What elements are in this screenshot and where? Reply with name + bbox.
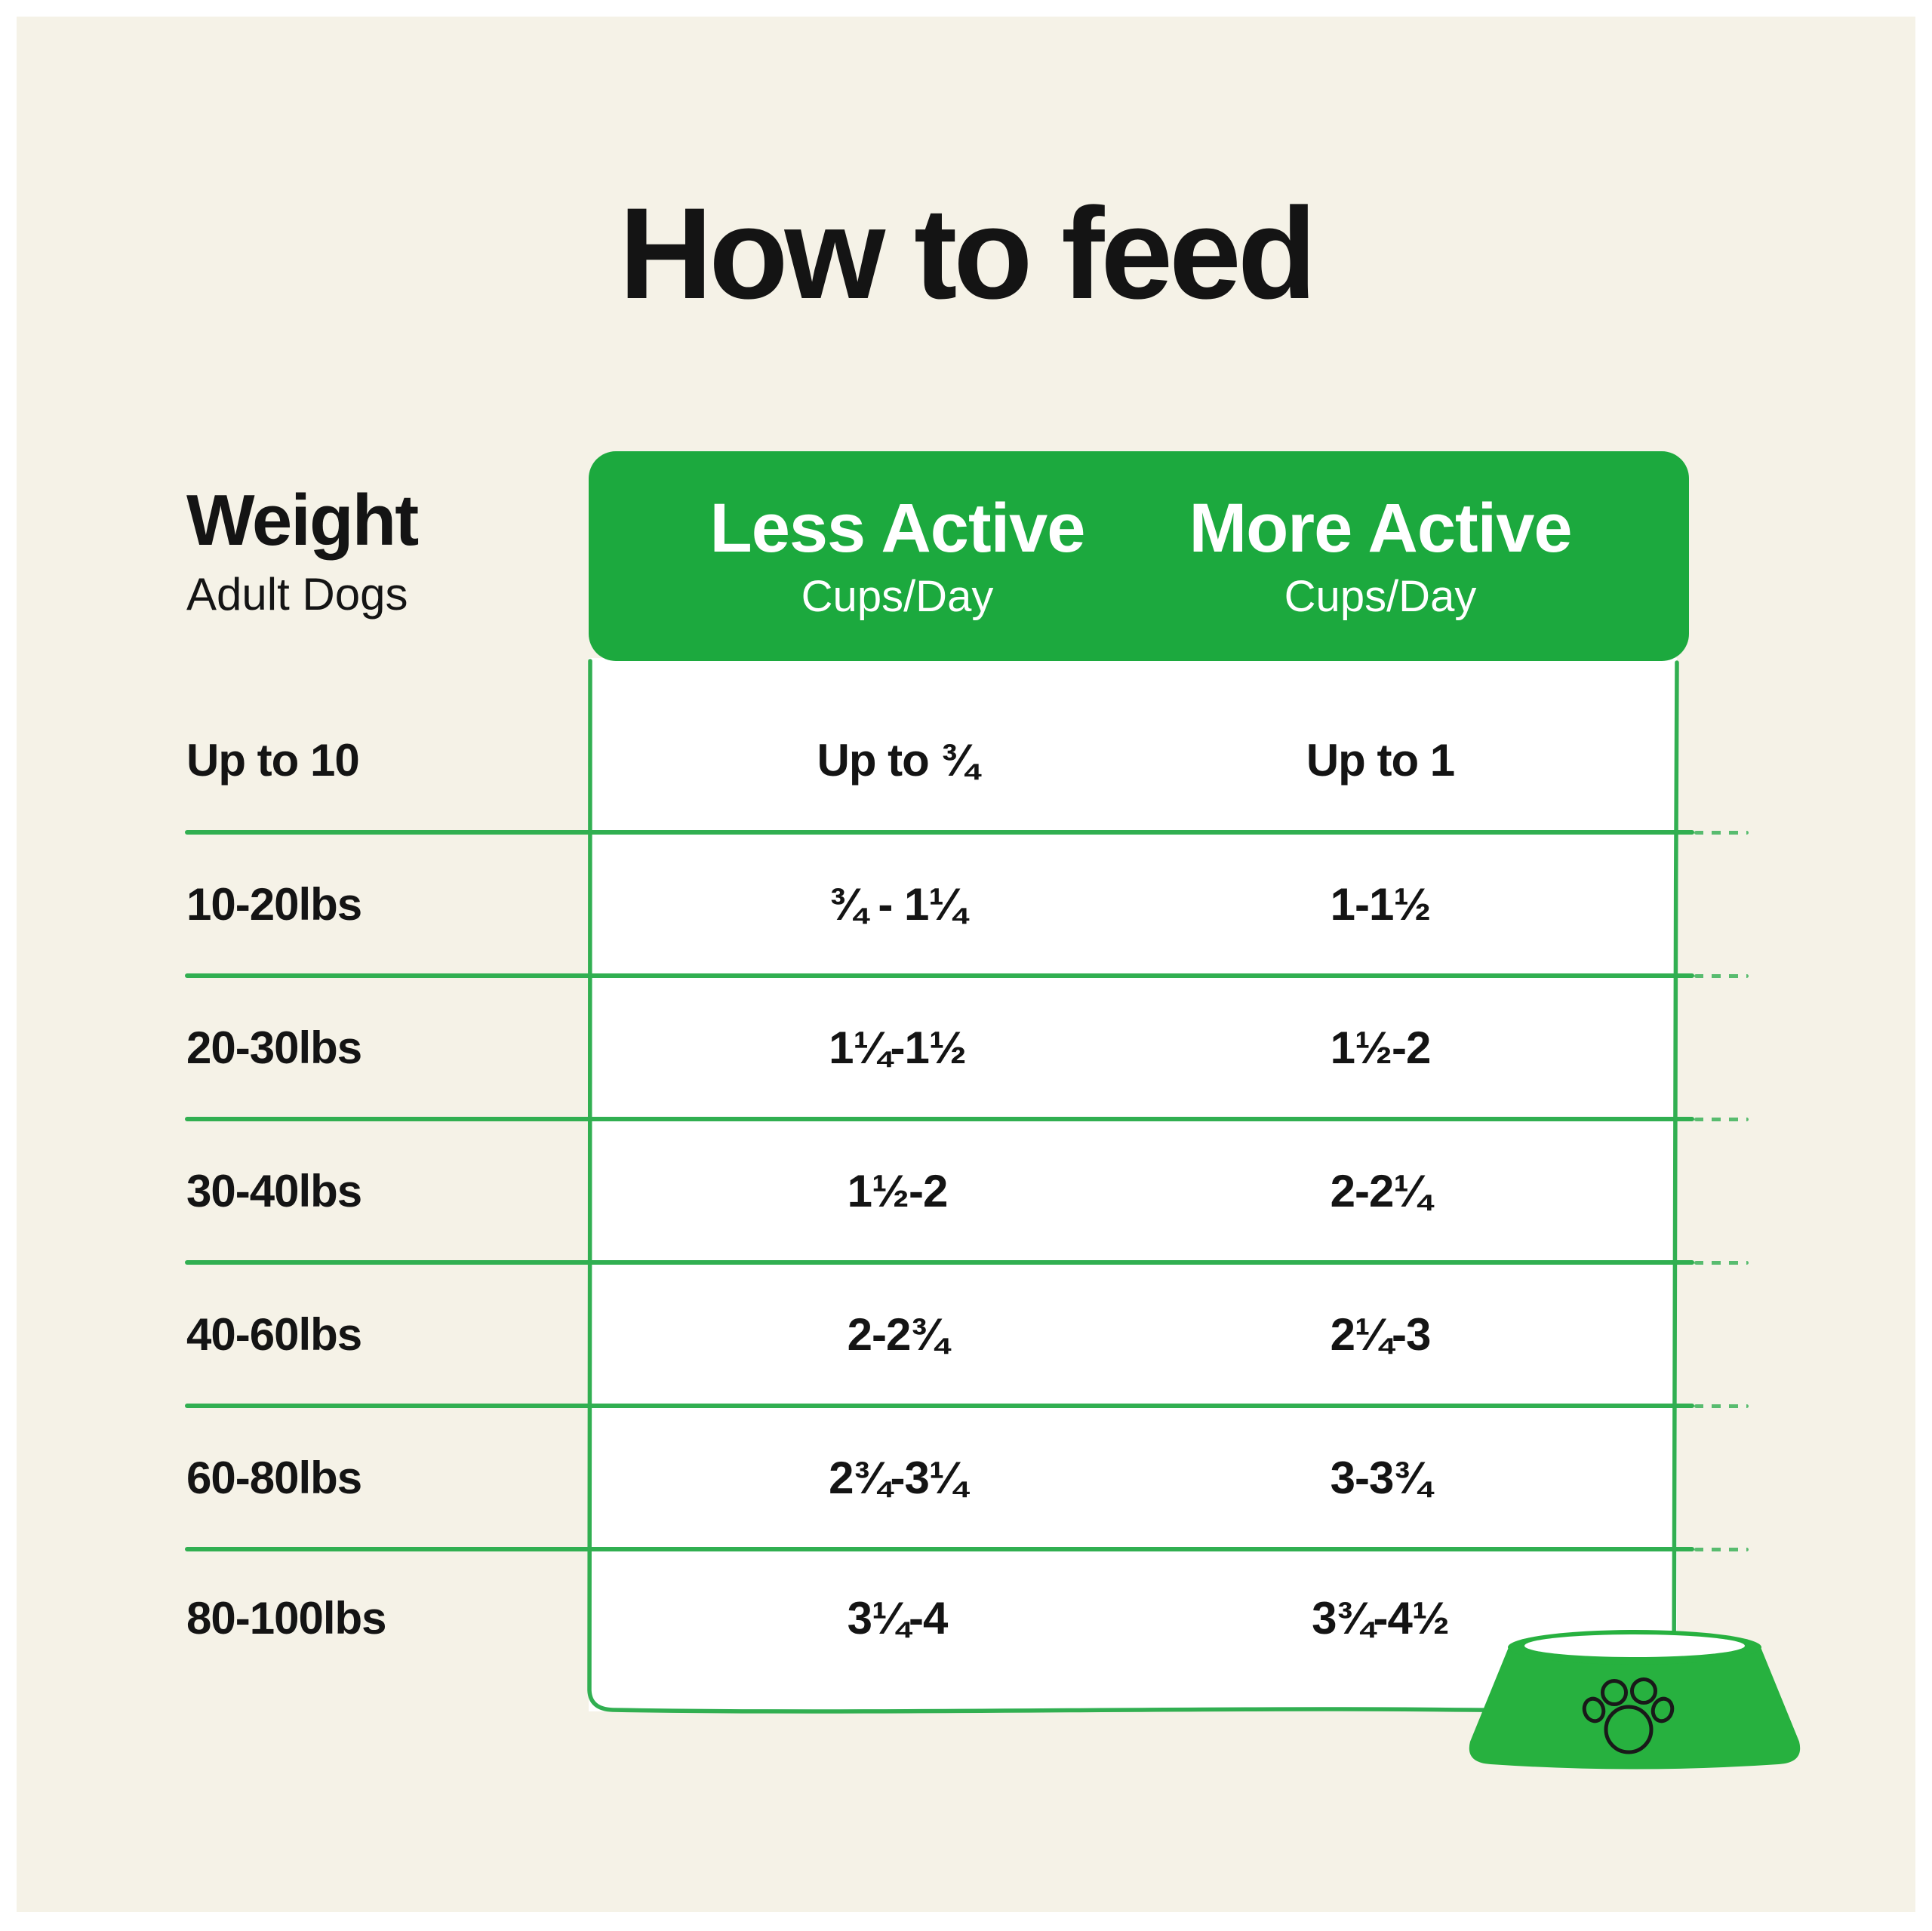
activity-header-bar: Less Active Cups/Day More Active Cups/Da… — [589, 451, 1689, 661]
row-separator-dashed-tail — [1694, 974, 1749, 978]
row-more-active-value: Up to 1 — [1306, 735, 1455, 786]
row-weight-label: 80-100lbs — [186, 1593, 387, 1644]
row-separator-dashed-tail — [1694, 1548, 1749, 1551]
row-less-active-value: 2-2¾ — [847, 1308, 949, 1360]
weight-column-header: Weight Adult Dogs — [186, 480, 419, 620]
row-more-active-value: 1-1½ — [1330, 878, 1432, 930]
row-more-active-value: 3¾-4½ — [1312, 1593, 1450, 1644]
row-weight-label: 60-80lbs — [186, 1452, 362, 1503]
row-less-active-value: 3¼-4 — [847, 1593, 949, 1644]
row-separator-dashed-tail — [1694, 1118, 1749, 1121]
less-active-title: Less Active — [709, 490, 1086, 567]
weight-header-title: Weight — [186, 480, 419, 561]
weight-header-subtitle: Adult Dogs — [186, 569, 408, 620]
row-separator-dashed-tail — [1694, 1261, 1749, 1265]
row-separator-dashed-tail — [1694, 1404, 1749, 1408]
row-more-active-value: 2-2¼ — [1330, 1165, 1432, 1216]
row-less-active-value: 1½-2 — [847, 1165, 949, 1216]
more-active-title: More Active — [1189, 490, 1572, 567]
row-less-active-value: ¾ - 1¼ — [829, 878, 967, 930]
row-more-active-value: 1½-2 — [1330, 1022, 1432, 1073]
row-weight-label: 10-20lbs — [186, 878, 362, 930]
row-less-active-value: 1¼-1½ — [829, 1022, 967, 1073]
page-title: How to feed — [619, 181, 1317, 326]
row-weight-label: 40-60lbs — [186, 1308, 362, 1360]
row-weight-label: Up to 10 — [186, 735, 360, 786]
row-weight-label: 20-30lbs — [186, 1022, 362, 1073]
row-less-active-value: 2¾-3¼ — [829, 1452, 967, 1503]
row-separator-dashed-tail — [1694, 831, 1749, 835]
less-active-unit: Cups/Day — [801, 572, 994, 621]
row-more-active-value: 2¼-3 — [1330, 1308, 1432, 1360]
row-more-active-value: 3-3¾ — [1330, 1452, 1432, 1503]
row-weight-label: 30-40lbs — [186, 1165, 362, 1216]
row-less-active-value: Up to ¾ — [817, 735, 979, 786]
more-active-column-header: More Active Cups/Day — [1139, 494, 1622, 619]
more-active-unit: Cups/Day — [1284, 572, 1477, 621]
less-active-column-header: Less Active Cups/Day — [656, 494, 1139, 619]
